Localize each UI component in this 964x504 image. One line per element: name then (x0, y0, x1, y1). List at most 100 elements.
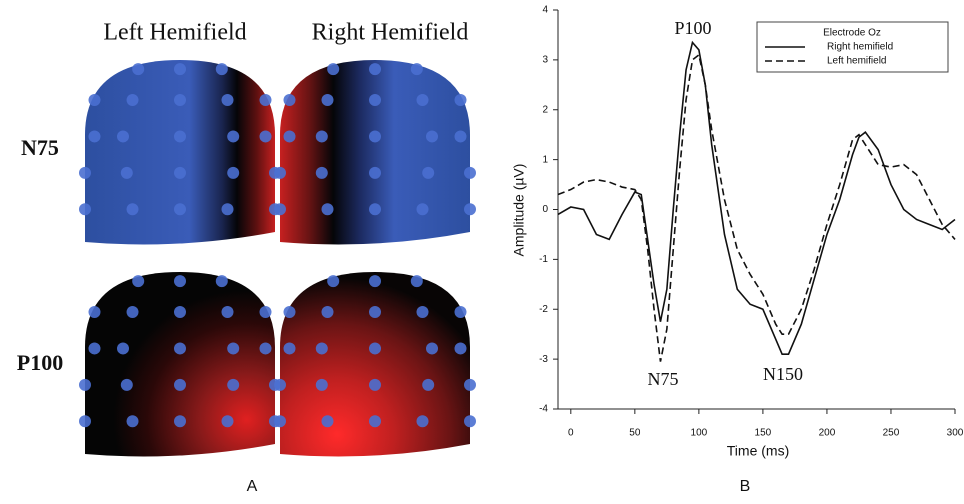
electrode (89, 306, 101, 318)
annotation: P100 (674, 18, 711, 38)
electrode (284, 94, 296, 106)
electrode (369, 415, 381, 427)
electrode (89, 342, 101, 354)
electrode (369, 379, 381, 391)
legend-title: Electrode Oz (823, 28, 881, 39)
scalp-map (85, 60, 275, 244)
electrode (222, 415, 234, 427)
annotation: N75 (648, 369, 679, 389)
x-tick-label: 200 (819, 428, 836, 439)
electrode (327, 63, 339, 75)
electrode (227, 342, 239, 354)
x-tick-label: 150 (755, 428, 772, 439)
electrode (322, 306, 334, 318)
y-tick-label: 1 (542, 154, 548, 165)
y-tick-label: 0 (542, 204, 548, 215)
electrode (316, 130, 328, 142)
electrode (417, 306, 429, 318)
electrode (369, 167, 381, 179)
x-tick-label: 0 (568, 428, 574, 439)
electrode (260, 94, 272, 106)
legend-label: Left hemifield (827, 56, 886, 67)
y-tick-label: -4 (539, 404, 548, 415)
electrode (455, 130, 467, 142)
electrode (222, 94, 234, 106)
electrode (227, 379, 239, 391)
electrode (127, 306, 139, 318)
x-axis-label: Time (ms) (727, 443, 789, 459)
electrode (369, 130, 381, 142)
electrode (121, 167, 133, 179)
electrode (79, 415, 91, 427)
x-tick-label: 50 (629, 428, 641, 439)
electrode (369, 94, 381, 106)
electrode (284, 306, 296, 318)
electrode (464, 379, 476, 391)
electrode (79, 167, 91, 179)
panel-a: Left Hemifield Right Hemifield N75 P100 … (17, 20, 476, 496)
electrode (411, 63, 423, 75)
electrode (322, 94, 334, 106)
electrode (227, 167, 239, 179)
electrode (174, 415, 186, 427)
electrode (89, 130, 101, 142)
electrode (132, 63, 144, 75)
electrode (322, 415, 334, 427)
electrode (79, 379, 91, 391)
electrode (222, 306, 234, 318)
electrode (216, 275, 228, 287)
panel-label: A (247, 478, 258, 495)
series-line (558, 42, 955, 354)
electrode (174, 275, 186, 287)
electrode (422, 379, 434, 391)
electrode (426, 130, 438, 142)
y-tick-label: -3 (539, 354, 548, 365)
electrode (222, 203, 234, 215)
y-tick-label: -2 (539, 304, 548, 315)
electrode (174, 203, 186, 215)
electrode (455, 94, 467, 106)
electrode (464, 203, 476, 215)
electrode (174, 167, 186, 179)
y-tick-label: 3 (542, 55, 548, 66)
electrode (260, 342, 272, 354)
page: {"panel_a": {"label": "A", "columns": ["… (0, 0, 964, 499)
electrode (426, 342, 438, 354)
plot: B Time (ms) Amplitude (µV) -4-3-2-101234… (511, 5, 964, 496)
electrode (174, 306, 186, 318)
electrode (79, 203, 91, 215)
electrode (89, 94, 101, 106)
row-label: N75 (21, 135, 59, 160)
electrode (284, 342, 296, 354)
electrode (117, 342, 129, 354)
y-tick-label: 2 (542, 104, 548, 115)
electrode (127, 415, 139, 427)
electrode (132, 275, 144, 287)
electrode (316, 342, 328, 354)
electrode (369, 306, 381, 318)
y-axis-label: Amplitude (µV) (511, 164, 527, 257)
electrode (260, 306, 272, 318)
electrode (117, 130, 129, 142)
scalp-map (280, 272, 470, 456)
row-label: P100 (17, 350, 63, 375)
electrode (322, 203, 334, 215)
electrode (174, 342, 186, 354)
electrode (327, 275, 339, 287)
electrode (417, 415, 429, 427)
electrode (369, 63, 381, 75)
series-line (558, 55, 955, 362)
electrode (260, 130, 272, 142)
electrode (174, 94, 186, 106)
column-label: Left Hemifield (103, 20, 246, 46)
electrode (216, 63, 228, 75)
electrode (316, 167, 328, 179)
electrode (455, 306, 467, 318)
electrode (174, 130, 186, 142)
electrode (227, 130, 239, 142)
electrode (121, 379, 133, 391)
electrode (417, 94, 429, 106)
electrode (369, 342, 381, 354)
electrode (274, 415, 286, 427)
legend-label: Right hemifield (827, 42, 893, 53)
